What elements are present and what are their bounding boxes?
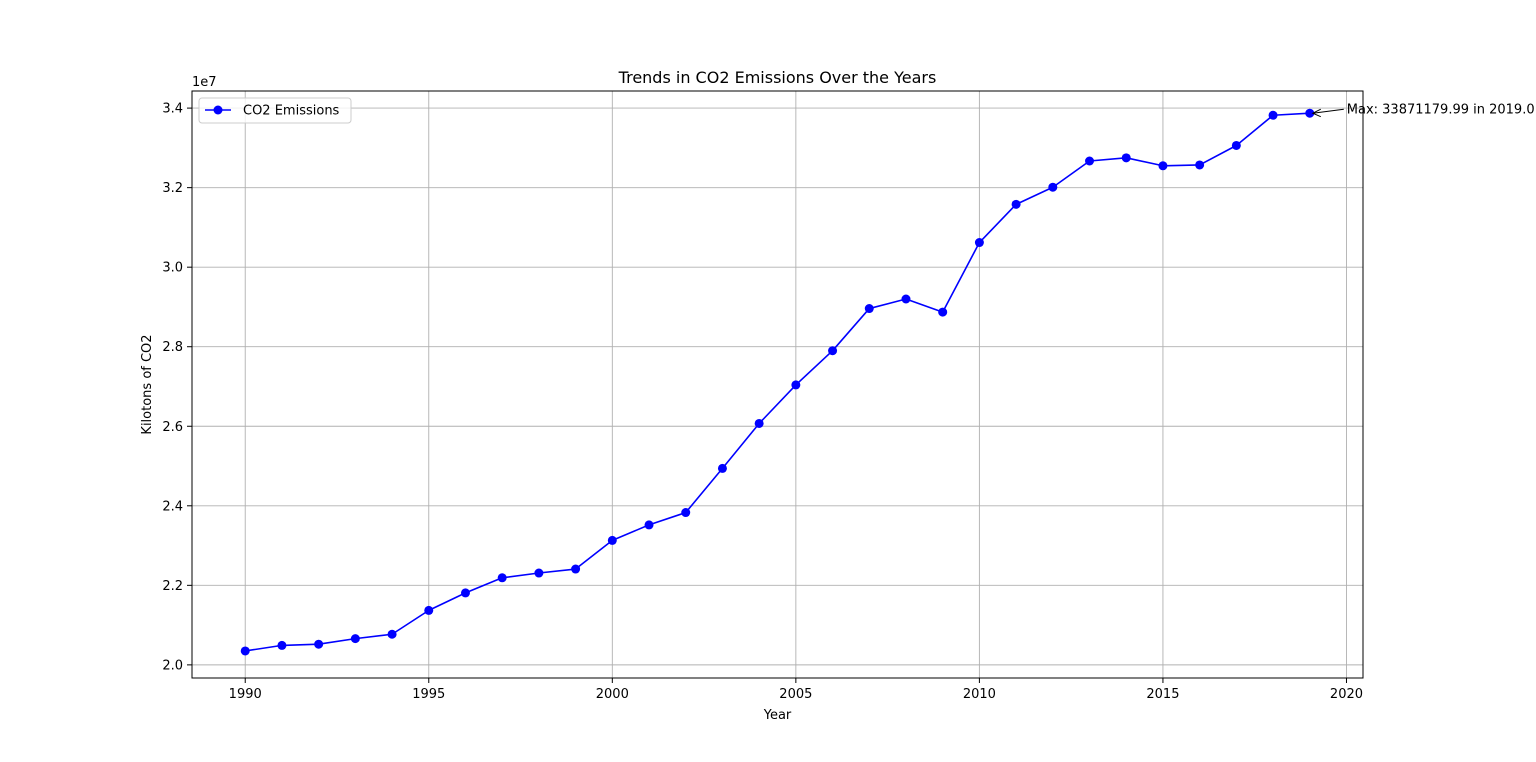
data-point xyxy=(1048,182,1058,192)
data-point xyxy=(828,346,838,356)
y-axis-ticks: 2.0 2.2 2.4 2.6 2.8 3.0 3.2 3.4 xyxy=(162,102,192,673)
data-point xyxy=(460,588,470,598)
grid xyxy=(192,91,1363,678)
x-tick-label: 2000 xyxy=(596,687,629,702)
y-tick-label: 3.4 xyxy=(162,102,183,117)
x-tick-label: 1995 xyxy=(412,687,445,702)
data-point xyxy=(1158,161,1168,171)
data-point xyxy=(901,294,911,304)
data-point xyxy=(277,640,287,650)
data-point xyxy=(1305,108,1315,118)
data-point xyxy=(240,646,250,656)
y-tick-label: 2.0 xyxy=(162,658,183,673)
data-point xyxy=(644,520,654,530)
y-tick-label: 2.2 xyxy=(162,579,183,594)
legend-label: CO2 Emissions xyxy=(243,104,340,119)
y-tick-label: 2.4 xyxy=(162,499,183,514)
y-axis-offset-label: 1e7 xyxy=(192,75,217,90)
x-axis-label: Year xyxy=(763,708,792,723)
data-point xyxy=(1231,140,1241,150)
y-tick-label: 2.6 xyxy=(162,420,183,435)
series-line xyxy=(245,112,1310,652)
data-point xyxy=(864,304,874,314)
data-point xyxy=(1195,160,1205,170)
data-point xyxy=(1121,153,1131,163)
data-point xyxy=(754,418,764,428)
data-point xyxy=(1268,110,1278,120)
data-point xyxy=(387,629,397,639)
data-point xyxy=(497,573,507,583)
annotation-arrow xyxy=(1312,108,1344,114)
annotation-text: Max: 33871179.99 in 2019.0 xyxy=(1347,103,1535,118)
data-point xyxy=(424,605,434,615)
y-tick-label: 2.8 xyxy=(162,340,183,355)
data-point xyxy=(938,307,948,317)
legend: CO2 Emissions xyxy=(198,97,352,124)
annotation-arrowhead xyxy=(1311,108,1321,118)
data-point xyxy=(791,380,801,390)
data-point xyxy=(1085,156,1095,166)
data-point xyxy=(681,508,691,518)
data-point xyxy=(1011,199,1021,209)
legend-marker-swatch xyxy=(213,105,223,115)
data-point xyxy=(571,564,581,574)
y-tick-label: 3.0 xyxy=(162,261,183,276)
data-point xyxy=(534,568,544,578)
x-tick-label: 1990 xyxy=(229,687,262,702)
data-point xyxy=(974,238,984,248)
x-tick-label: 2020 xyxy=(1330,687,1363,702)
y-tick-label: 3.2 xyxy=(162,181,183,196)
x-tick-label: 2015 xyxy=(1146,687,1179,702)
legend-box xyxy=(198,97,352,124)
x-tick-label: 2005 xyxy=(779,687,812,702)
series-layer xyxy=(240,108,1315,656)
plot-frame xyxy=(191,90,1364,679)
y-axis-label: Kilotons of CO2 xyxy=(140,334,155,434)
x-tick-label: 2010 xyxy=(963,687,996,702)
data-point xyxy=(350,634,360,644)
data-point xyxy=(717,463,727,473)
data-point xyxy=(314,639,324,649)
max-annotation: Max: 33871179.99 in 2019.0 xyxy=(1311,103,1535,118)
chart-title: Trends in CO2 Emissions Over the Years xyxy=(618,68,937,87)
data-point xyxy=(607,535,617,545)
x-axis-ticks: 1990 1995 2000 2005 2010 2015 2020 xyxy=(229,678,1363,702)
